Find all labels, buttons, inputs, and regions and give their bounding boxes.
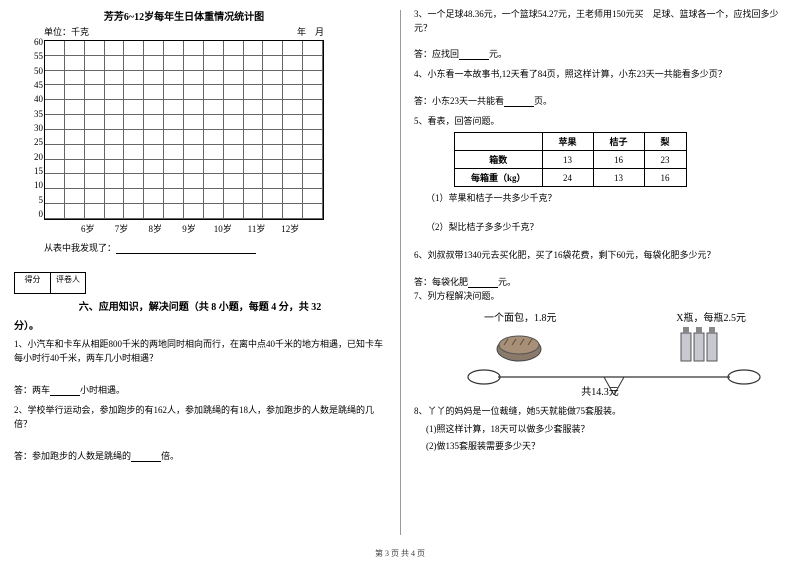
question-5-2: （2）梨比桔子多多少千克？	[426, 220, 786, 233]
discovery-line: 从表中我发现了：	[44, 241, 386, 254]
right-column: 3、一个足球48.36元，一个篮球54.27元，王老师用150元买 足球、篮球各…	[400, 0, 800, 565]
chart-grid-area: 605550454035302520151050	[44, 40, 324, 220]
question-6: 6、刘叔叔带1340元去买化肥，买了16袋花费，剩下60元，每袋化肥多少元？	[414, 249, 786, 263]
score-box: 得分 评卷人	[14, 272, 386, 294]
date-label: 年 月	[297, 25, 324, 38]
question-8: 8、丫丫的妈妈是一位裁缝，她5天就能做75套服装。	[414, 405, 786, 419]
left-column: 芳芳6~12岁每年生日体重情况统计图 单位：千克 年 月 60555045403…	[0, 0, 400, 565]
answer-4: 答：小东23天一共能看页。	[414, 94, 786, 107]
blank-line	[116, 244, 256, 254]
balance-diagram: 一个面包，1.8元 X瓶，每瓶2.5元 共14.3元	[424, 309, 776, 399]
chart-title: 芳芳6~12岁每年生日体重情况统计图	[44, 8, 324, 23]
blank	[468, 278, 498, 288]
fruit-table: 苹果桔子梨箱数131623每箱重（kg）241316	[454, 132, 687, 187]
answer-3: 答：应找回元。	[414, 47, 786, 60]
question-7: 7、列方程解决问题。	[414, 290, 786, 304]
blank	[50, 386, 80, 396]
question-4: 4、小东看一本故事书,12天看了84页，照这样计算，小东23天一共能看多少页？	[414, 68, 786, 82]
unit-label: 单位：千克	[44, 25, 89, 38]
total-label: 共14.3元	[424, 383, 776, 398]
bottle-label: X瓶，每瓶2.5元	[676, 309, 746, 324]
question-3: 3、一个足球48.36元，一个篮球54.27元，王老师用150元买 足球、篮球各…	[414, 8, 786, 35]
blank	[459, 50, 489, 60]
question-5-1: （1）苹果和桔子一共多少千克？	[426, 191, 786, 204]
discovery-label: 从表中我发现了：	[44, 243, 116, 253]
question-5: 5、看表，回答问题。	[414, 115, 786, 129]
score-cell: 得分	[14, 272, 50, 294]
bread-icon	[494, 329, 544, 363]
blank	[131, 452, 161, 462]
blank	[504, 97, 534, 107]
chart-header: 单位：千克 年 月	[44, 25, 324, 38]
page-footer: 第 3 页 共 4 页	[0, 548, 800, 559]
question-2: 2、学校举行运动会，参加跑步的有162人，参加跳绳的有18人，参加跑步的人数是跳…	[14, 404, 386, 431]
question-1: 1、小汽车和卡车从相距800千米的两地同时相向而行，在离中点40千米的地方相遇，…	[14, 338, 386, 365]
marker-cell: 评卷人	[50, 272, 86, 294]
chart-container: 芳芳6~12岁每年生日体重情况统计图 单位：千克 年 月 60555045403…	[44, 8, 324, 235]
y-axis: 605550454035302520151050	[25, 37, 43, 219]
answer-1: 答：两车小时相遇。	[14, 383, 386, 396]
x-axis: 6岁7岁8岁9岁10岁11岁12岁	[44, 222, 324, 235]
grid	[45, 41, 323, 219]
question-8-2: (2)做135套服装需要多少天？	[426, 440, 786, 454]
bottle-icon	[677, 323, 721, 365]
bread-label: 一个面包，1.8元	[484, 309, 557, 324]
section-title: 六、应用知识，解决问题（共 8 小题，每题 4 分，共 32	[14, 298, 386, 313]
answer-2: 答：参加跑步的人数是跳绳的倍。	[14, 449, 386, 462]
section-title-cont: 分）。	[14, 317, 386, 332]
question-8-1: (1)照这样计算，18天可以做多少套服装？	[426, 423, 786, 437]
answer-6: 答：每袋化肥元。	[414, 275, 786, 288]
